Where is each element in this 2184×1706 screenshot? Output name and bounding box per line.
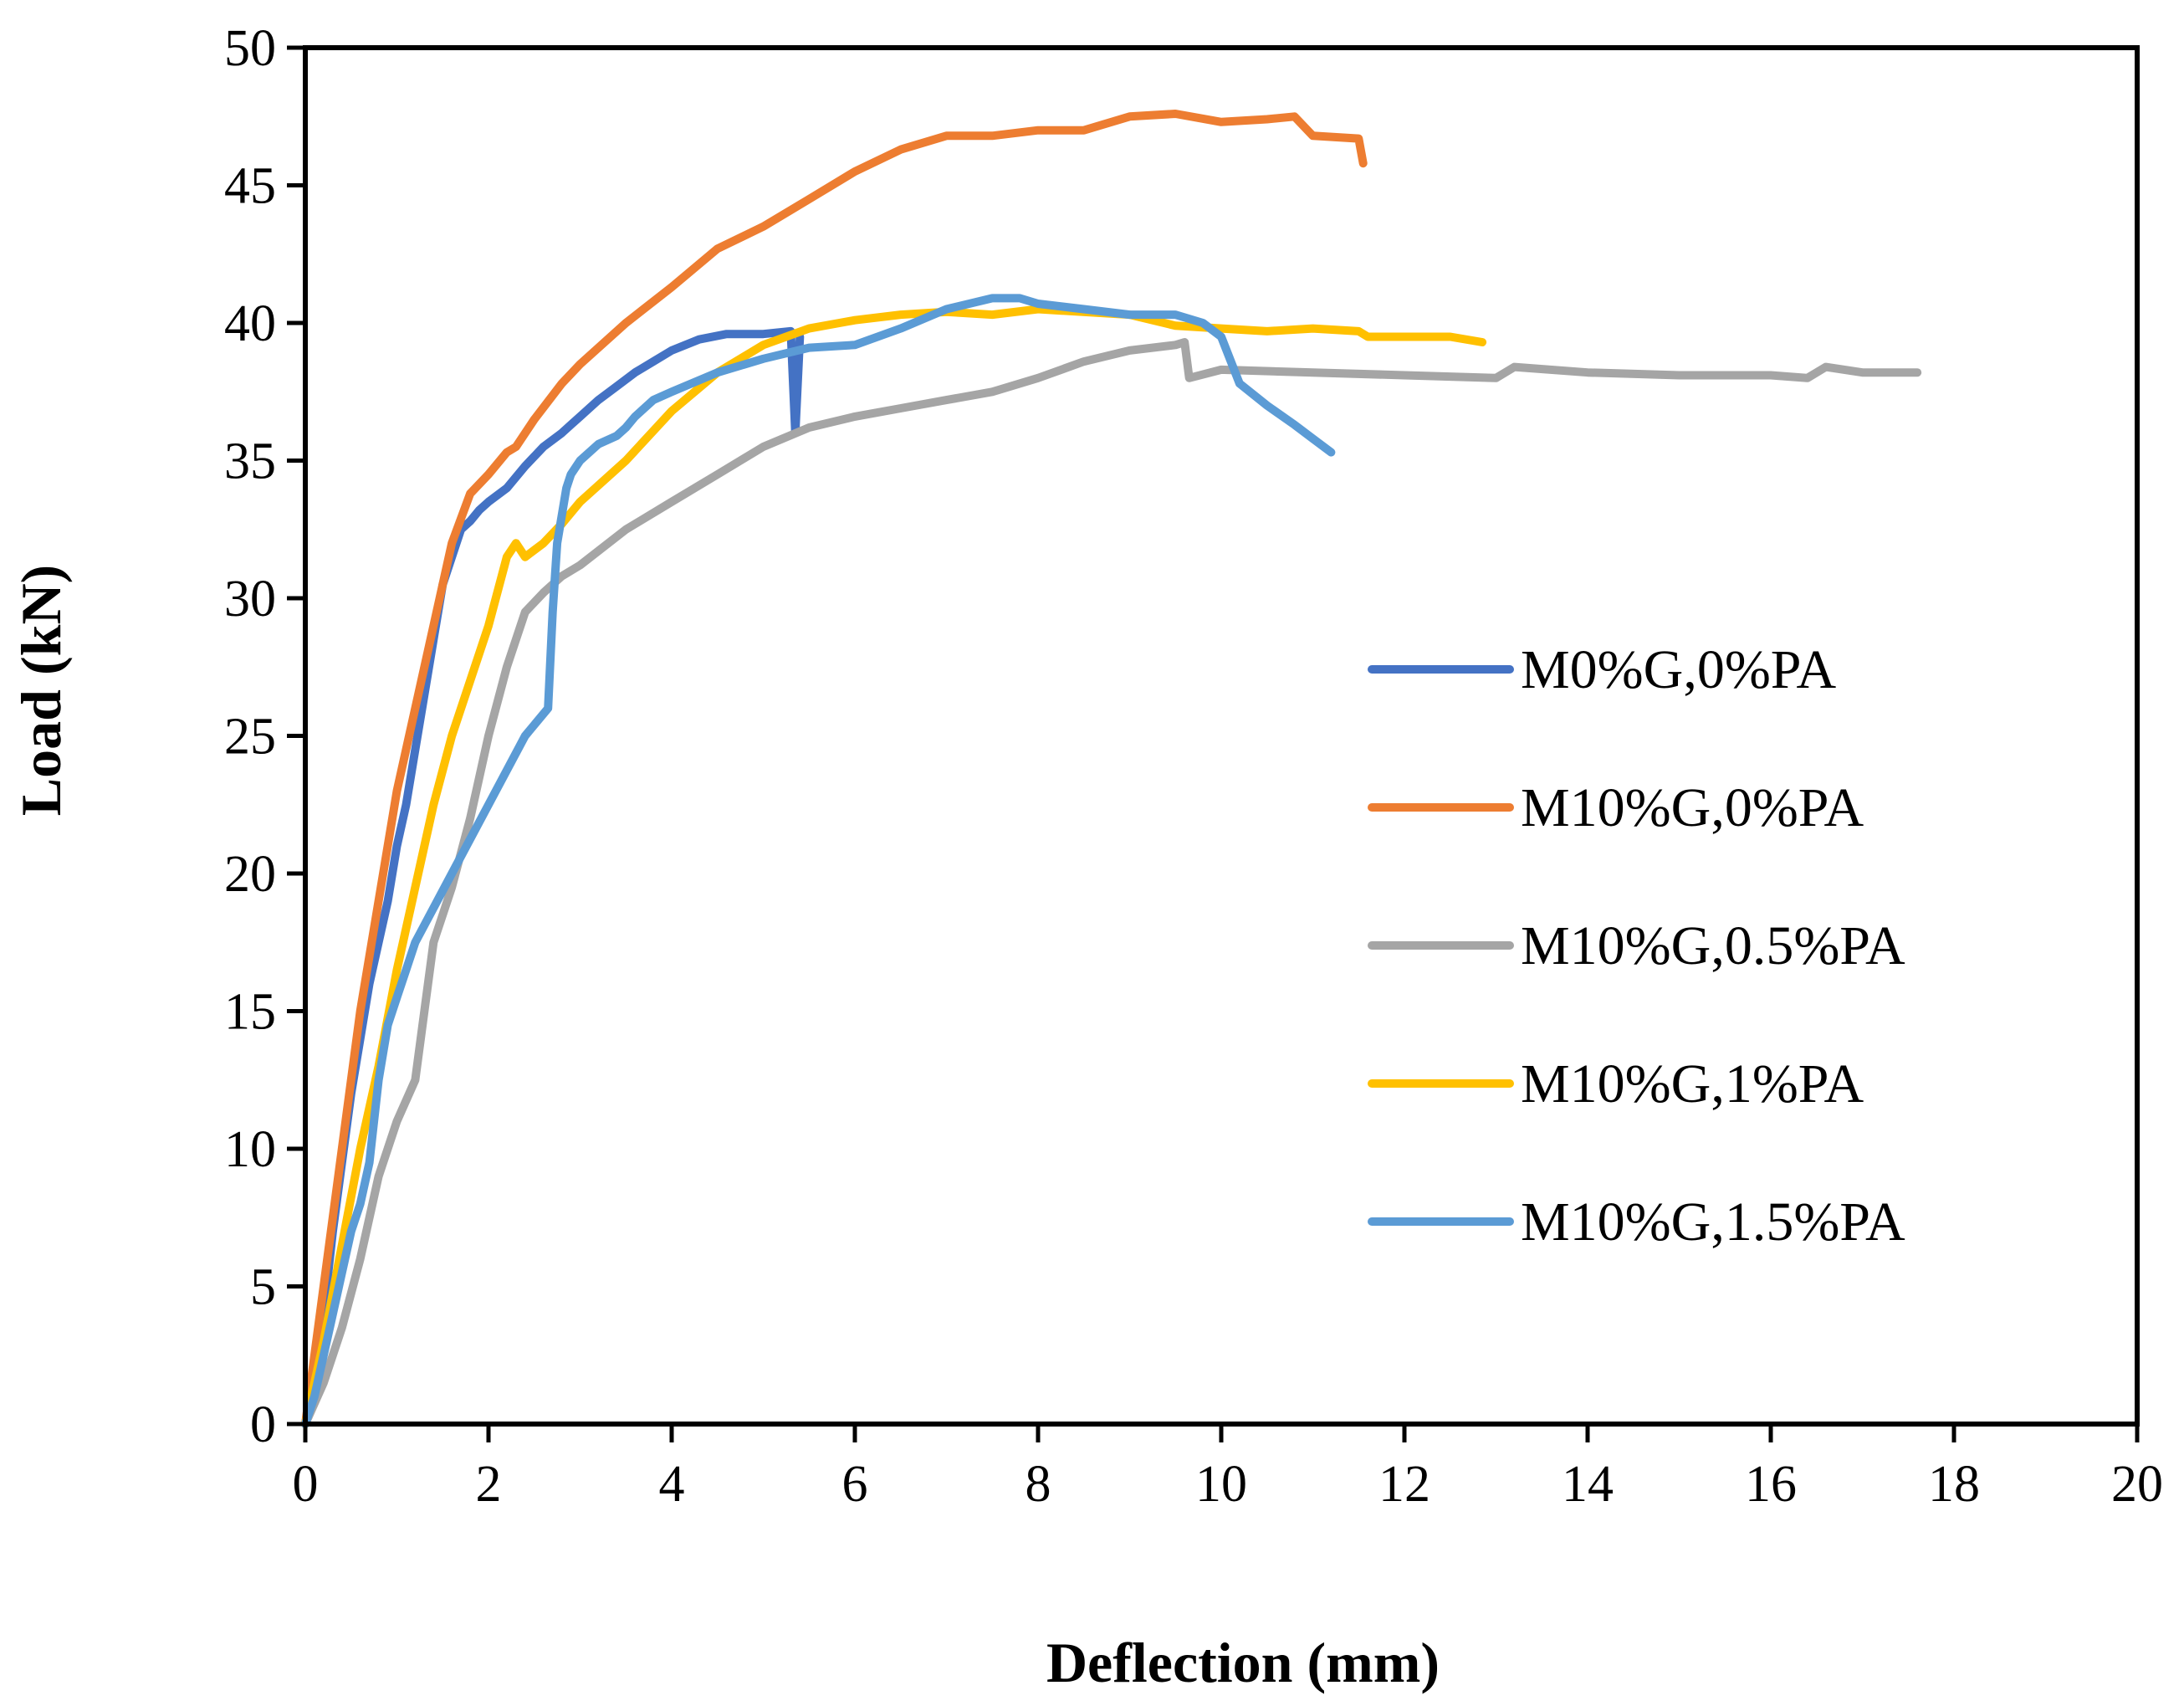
- y-tick-label: 5: [250, 1259, 276, 1316]
- x-tick-label: 16: [1745, 1456, 1797, 1513]
- y-axis: 0 5 10 15 20 25 30 35 40 45 50: [224, 20, 305, 1453]
- y-tick-label: 0: [250, 1396, 276, 1453]
- x-tick-label: 6: [842, 1456, 868, 1513]
- plot-lines: [301, 110, 1922, 1428]
- legend-label: M10%G,0.5%PA: [1521, 915, 1905, 976]
- x-tick-label: 0: [293, 1456, 319, 1513]
- x-tick-label: 14: [1562, 1456, 1614, 1513]
- x-tick-label: 18: [1928, 1456, 1980, 1513]
- legend-label: M10%G,1%PA: [1521, 1053, 1864, 1114]
- y-tick-label: 25: [224, 709, 276, 766]
- x-tick-label: 4: [659, 1456, 685, 1513]
- legend-label: M10%G,0%PA: [1521, 777, 1864, 838]
- y-tick-label: 30: [224, 571, 276, 628]
- x-tick-label: 2: [476, 1456, 502, 1513]
- x-tick-label: 10: [1195, 1456, 1247, 1513]
- x-tick-label: 8: [1026, 1456, 1051, 1513]
- x-tick-label: 12: [1378, 1456, 1430, 1513]
- series-line-2: [301, 110, 1368, 1428]
- y-tick-label: 10: [224, 1121, 276, 1178]
- series-line-4: [301, 305, 1487, 1428]
- y-axis-title: Load (kN): [9, 565, 73, 816]
- legend: M0%G,0%PA M10%G,0%PA M10%G,0.5%PA M10%G,1%P…: [1368, 639, 1905, 1253]
- legend-label: M10%G,1.5%PA: [1521, 1191, 1905, 1253]
- y-tick-label: 50: [224, 20, 276, 77]
- y-tick-label: 45: [224, 158, 276, 215]
- series-line-5: [301, 294, 1336, 1428]
- legend-label: M0%G,0%PA: [1521, 639, 1836, 700]
- x-axis-title: Deflection (mm): [1046, 1631, 1440, 1694]
- y-tick-label: 20: [224, 846, 276, 903]
- y-tick-label: 40: [224, 295, 276, 352]
- x-tick-label: 20: [2111, 1456, 2163, 1513]
- y-tick-label: 35: [224, 433, 276, 490]
- y-tick-label: 15: [224, 984, 276, 1041]
- x-axis: 0 2 4 6 8 10 12 14 16 18 20: [293, 1424, 2163, 1513]
- series-line-3: [301, 338, 1922, 1428]
